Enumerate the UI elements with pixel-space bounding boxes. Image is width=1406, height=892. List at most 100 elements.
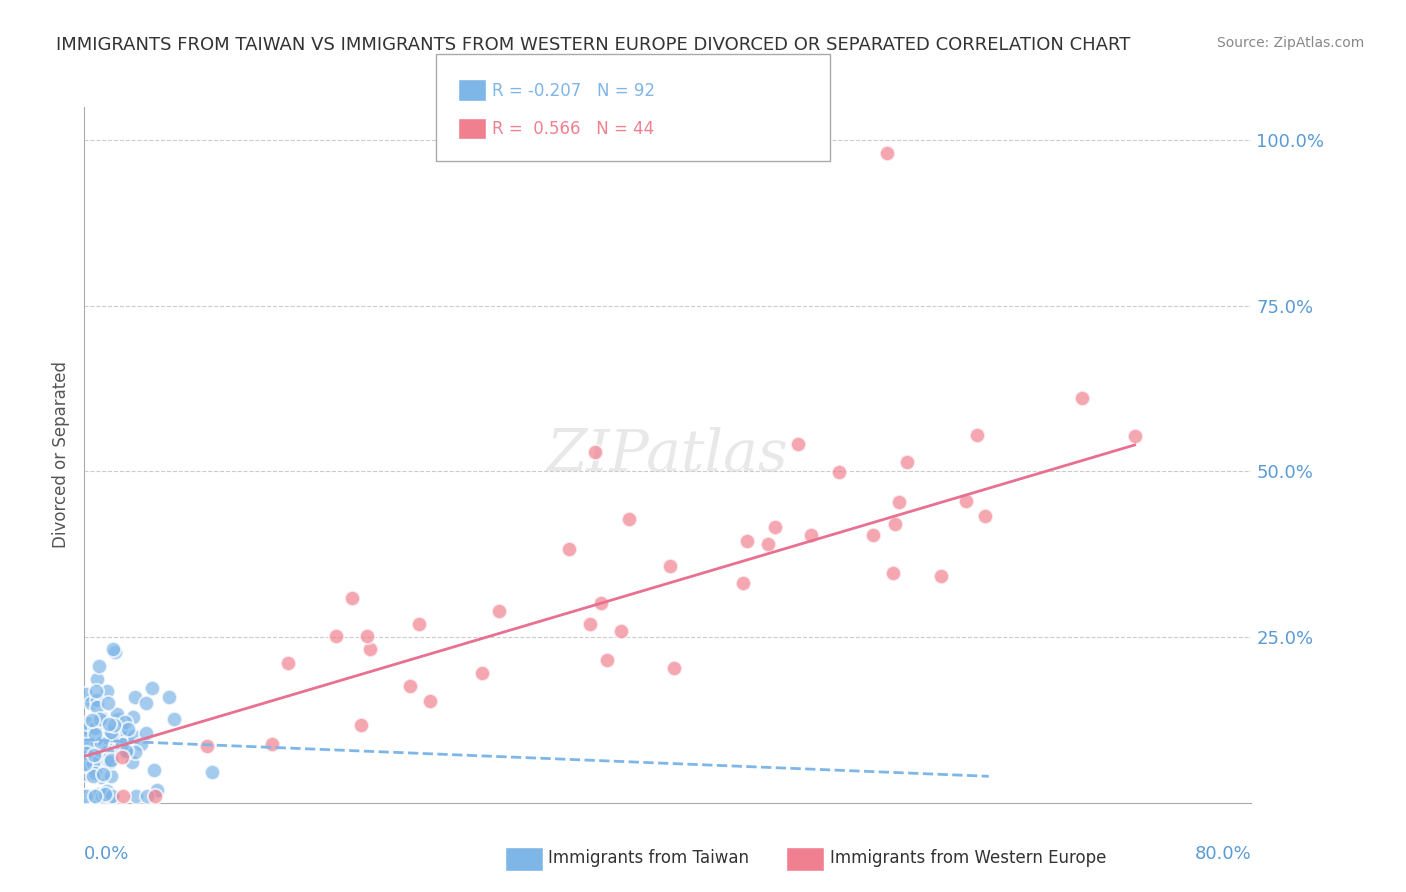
Point xyxy=(103,718,125,732)
Point xyxy=(117,723,139,737)
Point xyxy=(90,710,112,724)
Point xyxy=(80,693,103,707)
Point xyxy=(101,789,124,804)
Text: ZIPatlas: ZIPatlas xyxy=(547,426,789,483)
Point xyxy=(83,747,105,762)
Point xyxy=(75,789,97,804)
Point xyxy=(896,455,918,469)
Point xyxy=(94,753,117,767)
Point xyxy=(79,724,101,739)
Point xyxy=(77,736,100,750)
Point xyxy=(83,789,105,804)
Point xyxy=(76,725,98,739)
Point xyxy=(350,718,373,732)
Point xyxy=(93,731,115,745)
Point xyxy=(876,146,898,161)
Point xyxy=(105,706,128,721)
Point xyxy=(100,769,122,783)
Point xyxy=(87,659,110,673)
Point xyxy=(107,713,129,727)
Point xyxy=(86,672,108,686)
Point xyxy=(115,732,138,747)
Point xyxy=(136,789,159,804)
Point xyxy=(83,789,105,804)
Point xyxy=(96,784,118,798)
Point xyxy=(974,508,997,523)
Point xyxy=(135,696,157,710)
Point xyxy=(800,528,823,542)
Point xyxy=(262,737,284,751)
Point xyxy=(277,656,299,670)
Point xyxy=(1123,428,1146,442)
Point xyxy=(201,765,224,780)
Point xyxy=(87,787,110,801)
Point xyxy=(100,755,122,769)
Point xyxy=(731,576,754,591)
Point xyxy=(929,569,952,583)
Point xyxy=(100,724,122,739)
Point xyxy=(87,749,110,764)
Point xyxy=(82,769,104,783)
Point xyxy=(163,712,186,726)
Point xyxy=(77,753,100,767)
Point xyxy=(91,767,114,781)
Point xyxy=(94,735,117,749)
Point xyxy=(86,700,108,714)
Point xyxy=(75,687,97,701)
Point xyxy=(76,716,98,731)
Point xyxy=(75,746,97,760)
Point xyxy=(578,617,600,632)
Point xyxy=(955,494,977,508)
Point xyxy=(83,727,105,741)
Point xyxy=(617,512,640,526)
Point xyxy=(83,789,105,804)
Point xyxy=(114,726,136,740)
Point xyxy=(195,739,218,753)
Point xyxy=(91,789,114,804)
Point xyxy=(596,653,619,667)
Text: R = -0.207   N = 92: R = -0.207 N = 92 xyxy=(492,82,655,100)
Point xyxy=(583,444,606,458)
Point xyxy=(609,624,631,638)
Point xyxy=(101,728,124,742)
Point xyxy=(124,729,146,743)
Point xyxy=(756,537,779,551)
Point xyxy=(96,684,118,698)
Point xyxy=(664,660,686,674)
Text: 80.0%: 80.0% xyxy=(1195,845,1251,863)
Point xyxy=(966,427,988,442)
Point xyxy=(104,645,127,659)
Point xyxy=(86,693,108,707)
Point xyxy=(82,713,104,727)
Point xyxy=(763,520,786,534)
Point xyxy=(75,723,97,738)
Y-axis label: Divorced or Separated: Divorced or Separated xyxy=(52,361,70,549)
Point xyxy=(94,757,117,772)
Point xyxy=(84,684,107,698)
Point xyxy=(143,763,166,777)
Point xyxy=(129,737,152,751)
Point xyxy=(90,736,112,750)
Point xyxy=(84,763,107,777)
Point xyxy=(82,756,104,771)
Point xyxy=(828,465,851,479)
Point xyxy=(737,534,759,549)
Point xyxy=(862,527,884,541)
Point xyxy=(114,715,136,730)
Point xyxy=(73,789,96,804)
Point xyxy=(399,680,422,694)
Point xyxy=(658,558,681,573)
Point xyxy=(111,789,134,804)
Text: R =  0.566   N = 44: R = 0.566 N = 44 xyxy=(492,120,654,138)
Point xyxy=(76,766,98,780)
Text: IMMIGRANTS FROM TAIWAN VS IMMIGRANTS FROM WESTERN EUROPE DIVORCED OR SEPARATED C: IMMIGRANTS FROM TAIWAN VS IMMIGRANTS FRO… xyxy=(56,36,1130,54)
Point xyxy=(84,732,107,747)
Point xyxy=(121,755,143,769)
Point xyxy=(79,739,101,754)
Point xyxy=(471,666,494,681)
Point xyxy=(419,694,441,708)
Point xyxy=(135,726,157,740)
Text: Immigrants from Western Europe: Immigrants from Western Europe xyxy=(830,849,1107,867)
Point xyxy=(359,641,381,656)
Point xyxy=(80,697,103,711)
